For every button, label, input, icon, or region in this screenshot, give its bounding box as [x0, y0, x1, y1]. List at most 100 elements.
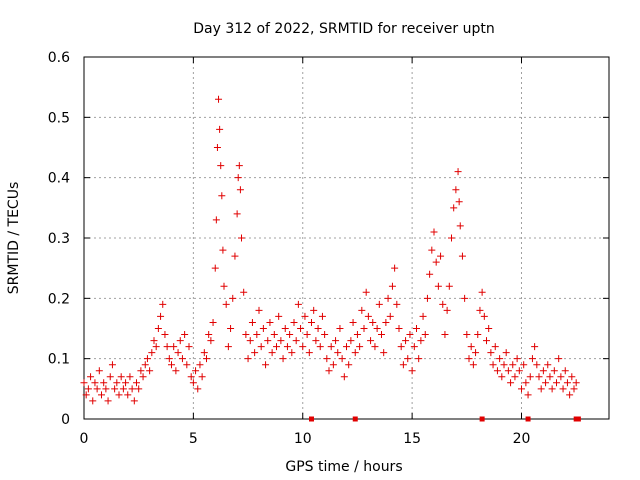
data-point	[388, 282, 396, 290]
data-point	[290, 318, 298, 326]
data-point	[283, 343, 291, 351]
data-point	[238, 234, 245, 242]
data-point	[423, 294, 431, 302]
data-point	[351, 349, 359, 357]
data-point	[194, 385, 202, 393]
data-point	[219, 246, 227, 254]
data-point	[338, 355, 346, 363]
data-point	[273, 343, 280, 351]
data-point	[386, 312, 394, 320]
data-point	[329, 361, 337, 369]
data-point	[448, 234, 455, 242]
y-tick-label: 0.5	[48, 110, 70, 126]
data-point	[428, 246, 436, 254]
data-point	[224, 343, 232, 351]
data-point	[301, 312, 309, 320]
data-point	[384, 294, 392, 302]
data-point	[146, 367, 154, 375]
data-point	[441, 331, 449, 339]
data-point	[502, 349, 510, 357]
data-point	[439, 300, 447, 308]
data-point	[163, 343, 171, 351]
data-point	[393, 300, 401, 308]
data-point	[542, 379, 550, 387]
data-point	[98, 391, 105, 399]
data-point	[343, 343, 350, 351]
data-point	[305, 349, 313, 357]
data-point	[539, 367, 547, 375]
data-point	[474, 331, 482, 339]
data-point	[399, 361, 407, 369]
data-point	[472, 349, 480, 357]
data-point	[325, 367, 333, 375]
y-tick-label: 0	[61, 412, 70, 428]
data-point	[183, 361, 191, 369]
y-tick-label: 0.2	[48, 291, 70, 307]
data-point	[445, 282, 453, 290]
data-point	[531, 343, 539, 351]
data-point	[152, 343, 160, 351]
data-point	[426, 270, 434, 278]
data-point	[181, 331, 189, 339]
data-point	[102, 385, 110, 393]
data-point	[209, 318, 217, 326]
data-point	[391, 264, 399, 272]
data-point	[124, 391, 132, 399]
data-point	[294, 300, 302, 308]
data-point	[489, 361, 497, 369]
data-point	[244, 355, 252, 363]
data-point	[172, 367, 180, 375]
data-point	[297, 325, 305, 332]
data-point	[130, 397, 138, 405]
data-point	[312, 337, 320, 345]
data-point	[115, 391, 123, 399]
data-point	[421, 331, 429, 339]
data-point	[161, 331, 169, 339]
data-point	[113, 379, 121, 387]
data-point	[395, 325, 403, 332]
baseline-markers	[309, 416, 581, 422]
data-point	[137, 367, 145, 375]
data-point	[259, 325, 267, 332]
data-point	[493, 367, 501, 375]
data-point	[434, 282, 442, 290]
data-point	[375, 300, 383, 308]
data-point	[251, 349, 259, 357]
data-point	[570, 385, 578, 393]
data-point	[264, 337, 272, 345]
data-point	[362, 288, 370, 296]
data-point	[150, 337, 158, 345]
data-point	[408, 367, 416, 375]
data-point	[222, 300, 230, 308]
data-point	[117, 373, 125, 381]
data-point	[207, 337, 215, 345]
data-point	[550, 367, 558, 375]
data-point	[275, 312, 283, 320]
data-point	[157, 312, 165, 320]
data-point	[205, 331, 213, 339]
data-point	[303, 331, 311, 339]
data-point	[483, 337, 490, 345]
data-point	[262, 361, 270, 369]
data-point	[128, 385, 136, 393]
data-point	[82, 391, 90, 399]
data-point	[216, 125, 224, 133]
y-tick-label: 0.6	[48, 50, 70, 66]
data-point	[111, 385, 119, 393]
data-point	[522, 379, 530, 387]
data-point	[498, 373, 506, 381]
data-point	[345, 361, 353, 369]
data-point	[406, 331, 414, 339]
data-point	[106, 373, 114, 381]
data-point	[535, 373, 543, 381]
data-point	[456, 222, 464, 230]
data-point	[143, 355, 151, 363]
data-point	[563, 379, 571, 387]
data-point	[452, 186, 460, 194]
data-point	[93, 385, 101, 393]
data-point	[314, 325, 322, 332]
data-point	[380, 349, 388, 357]
data-point	[200, 349, 208, 357]
data-point	[478, 288, 486, 296]
